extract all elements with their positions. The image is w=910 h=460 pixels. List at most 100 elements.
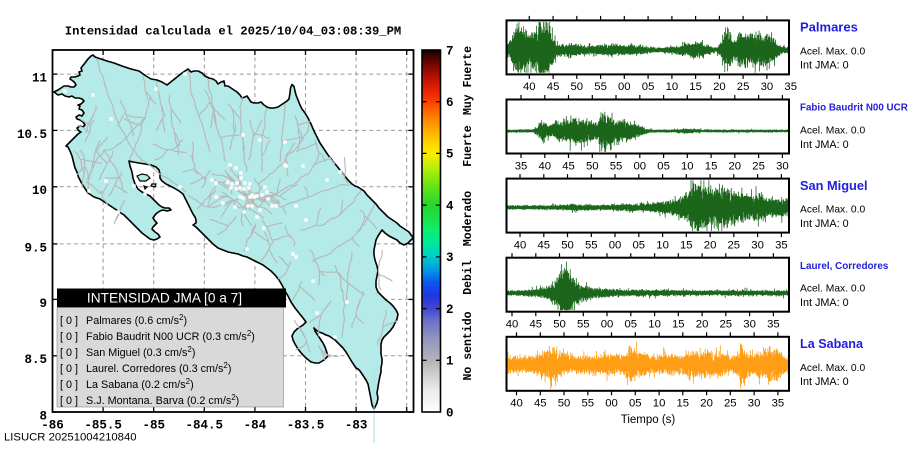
svg-text:45: 45 xyxy=(547,81,560,93)
svg-text:00: 00 xyxy=(601,319,614,331)
svg-text:[ 0 ]: [ 0 ] xyxy=(60,363,78,375)
svg-text:00: 00 xyxy=(605,398,618,410)
svg-text:05: 05 xyxy=(642,81,655,93)
svg-text:30: 30 xyxy=(748,398,761,410)
svg-text:35: 35 xyxy=(775,239,788,251)
svg-text:Acel. Max. 0.0: Acel. Max. 0.0 xyxy=(800,126,866,137)
svg-text:35: 35 xyxy=(772,398,785,410)
svg-text:05: 05 xyxy=(625,319,638,331)
svg-text:[ 0 ]: [ 0 ] xyxy=(60,331,78,343)
svg-text:35: 35 xyxy=(515,160,528,172)
svg-text:Acel. Max. 0.0: Acel. Max. 0.0 xyxy=(800,363,866,374)
svg-text:[ 0 ]: [ 0 ] xyxy=(60,395,78,407)
svg-text:Acel. Max. 0.0: Acel. Max. 0.0 xyxy=(800,46,866,57)
svg-text:55: 55 xyxy=(585,239,598,251)
svg-text:45: 45 xyxy=(562,160,575,172)
svg-text:-85: -85 xyxy=(142,418,165,432)
svg-text:11: 11 xyxy=(32,72,47,86)
svg-text:15: 15 xyxy=(672,319,685,331)
svg-text:INTENSIDAD JMA [0 a 7]: INTENSIDAD JMA [0 a 7] xyxy=(87,291,242,306)
svg-text:45: 45 xyxy=(534,398,547,410)
svg-text:No sentido: No sentido xyxy=(462,311,475,380)
svg-text:30: 30 xyxy=(751,239,764,251)
svg-text:00: 00 xyxy=(618,81,631,93)
svg-text:25: 25 xyxy=(724,398,737,410)
svg-text:35: 35 xyxy=(784,81,797,93)
svg-text:05: 05 xyxy=(657,160,670,172)
svg-text:10: 10 xyxy=(653,398,666,410)
svg-text:[ 0 ]: [ 0 ] xyxy=(60,347,78,359)
svg-text:00: 00 xyxy=(634,160,647,172)
svg-text:10: 10 xyxy=(32,184,47,198)
svg-text:San Miguel: San Miguel xyxy=(800,178,868,193)
svg-text:15: 15 xyxy=(677,398,690,410)
svg-text:1: 1 xyxy=(446,355,454,369)
svg-text:15: 15 xyxy=(689,81,702,93)
svg-text:Palmares: Palmares xyxy=(800,20,858,35)
svg-text:10: 10 xyxy=(648,319,661,331)
svg-text:-83.5: -83.5 xyxy=(287,418,325,432)
svg-text:50: 50 xyxy=(553,319,566,331)
svg-text:Intensidad calculada el 2025/1: Intensidad calculada el 2025/10/04_03:08… xyxy=(65,24,401,38)
svg-text:-86: -86 xyxy=(41,418,64,432)
svg-text:Acel. Max. 0.0: Acel. Max. 0.0 xyxy=(800,284,866,295)
svg-text:Fabio Baudrit N00 UCR (0.3 cm/: Fabio Baudrit N00 UCR (0.3 cm/s2) xyxy=(86,329,255,343)
svg-text:55: 55 xyxy=(610,160,623,172)
svg-text:Acel. Max. 0.0: Acel. Max. 0.0 xyxy=(800,205,866,216)
svg-text:-83: -83 xyxy=(345,418,368,432)
svg-text:20: 20 xyxy=(713,81,726,93)
svg-text:55: 55 xyxy=(582,398,595,410)
svg-text:8: 8 xyxy=(39,409,47,423)
svg-text:10: 10 xyxy=(681,160,694,172)
svg-text:25: 25 xyxy=(720,319,733,331)
svg-text:La Sabana: La Sabana xyxy=(800,337,864,351)
svg-text:Int JMA: 0: Int JMA: 0 xyxy=(800,376,849,388)
svg-text:9: 9 xyxy=(39,297,47,311)
svg-text:05: 05 xyxy=(633,239,646,251)
svg-text:20: 20 xyxy=(704,239,717,251)
svg-text:[ 0 ]: [ 0 ] xyxy=(60,315,78,327)
svg-text:San Miguel (0.3 cm/s2): San Miguel (0.3 cm/s2) xyxy=(86,345,195,359)
svg-text:Int JMA: 0: Int JMA: 0 xyxy=(800,139,849,151)
svg-text:40: 40 xyxy=(523,81,536,93)
svg-text:10: 10 xyxy=(656,239,669,251)
svg-text:10.5: 10.5 xyxy=(17,128,47,142)
svg-text:3: 3 xyxy=(446,251,454,265)
svg-text:40: 40 xyxy=(514,239,527,251)
svg-text:45: 45 xyxy=(530,319,543,331)
svg-text:Palmares (0.6 cm/s2): Palmares (0.6 cm/s2) xyxy=(86,313,187,327)
svg-text:La Sabana (0.2 cm/s2): La Sabana (0.2 cm/s2) xyxy=(86,377,194,391)
svg-text:40: 40 xyxy=(510,398,523,410)
svg-text:30: 30 xyxy=(743,319,756,331)
svg-text:50: 50 xyxy=(586,160,599,172)
svg-text:5: 5 xyxy=(446,148,454,162)
svg-text:45: 45 xyxy=(538,239,551,251)
svg-text:7: 7 xyxy=(446,44,454,58)
svg-text:40: 40 xyxy=(539,160,552,172)
svg-text:15: 15 xyxy=(680,239,693,251)
svg-text:Tiempo (s): Tiempo (s) xyxy=(621,414,676,426)
svg-text:[ 0 ]: [ 0 ] xyxy=(60,379,78,391)
svg-text:Debil: Debil xyxy=(462,260,475,295)
svg-text:20: 20 xyxy=(696,319,709,331)
svg-text:-84.5: -84.5 xyxy=(186,418,224,432)
svg-text:10: 10 xyxy=(666,81,679,93)
svg-text:8.5: 8.5 xyxy=(24,353,47,367)
svg-text:9.5: 9.5 xyxy=(24,241,47,255)
svg-text:4: 4 xyxy=(446,199,454,213)
svg-text:40: 40 xyxy=(506,319,519,331)
svg-text:55: 55 xyxy=(594,81,607,93)
svg-text:50: 50 xyxy=(571,81,584,93)
svg-text:Int JMA: 0: Int JMA: 0 xyxy=(800,297,849,309)
svg-text:25: 25 xyxy=(737,81,750,93)
svg-text:50: 50 xyxy=(558,398,571,410)
svg-text:Laurel, Corredores: Laurel, Corredores xyxy=(800,261,889,272)
svg-text:20: 20 xyxy=(700,398,713,410)
svg-text:30: 30 xyxy=(776,160,789,172)
svg-text:00: 00 xyxy=(609,239,622,251)
svg-text:Laurel. Corredores (0.3 cm/s2): Laurel. Corredores (0.3 cm/s2) xyxy=(86,361,231,375)
svg-text:0: 0 xyxy=(446,406,454,420)
svg-text:05: 05 xyxy=(629,398,642,410)
svg-text:LISUCR 20251004210840: LISUCR 20251004210840 xyxy=(4,432,137,444)
svg-text:Int JMA: 0: Int JMA: 0 xyxy=(800,218,849,230)
